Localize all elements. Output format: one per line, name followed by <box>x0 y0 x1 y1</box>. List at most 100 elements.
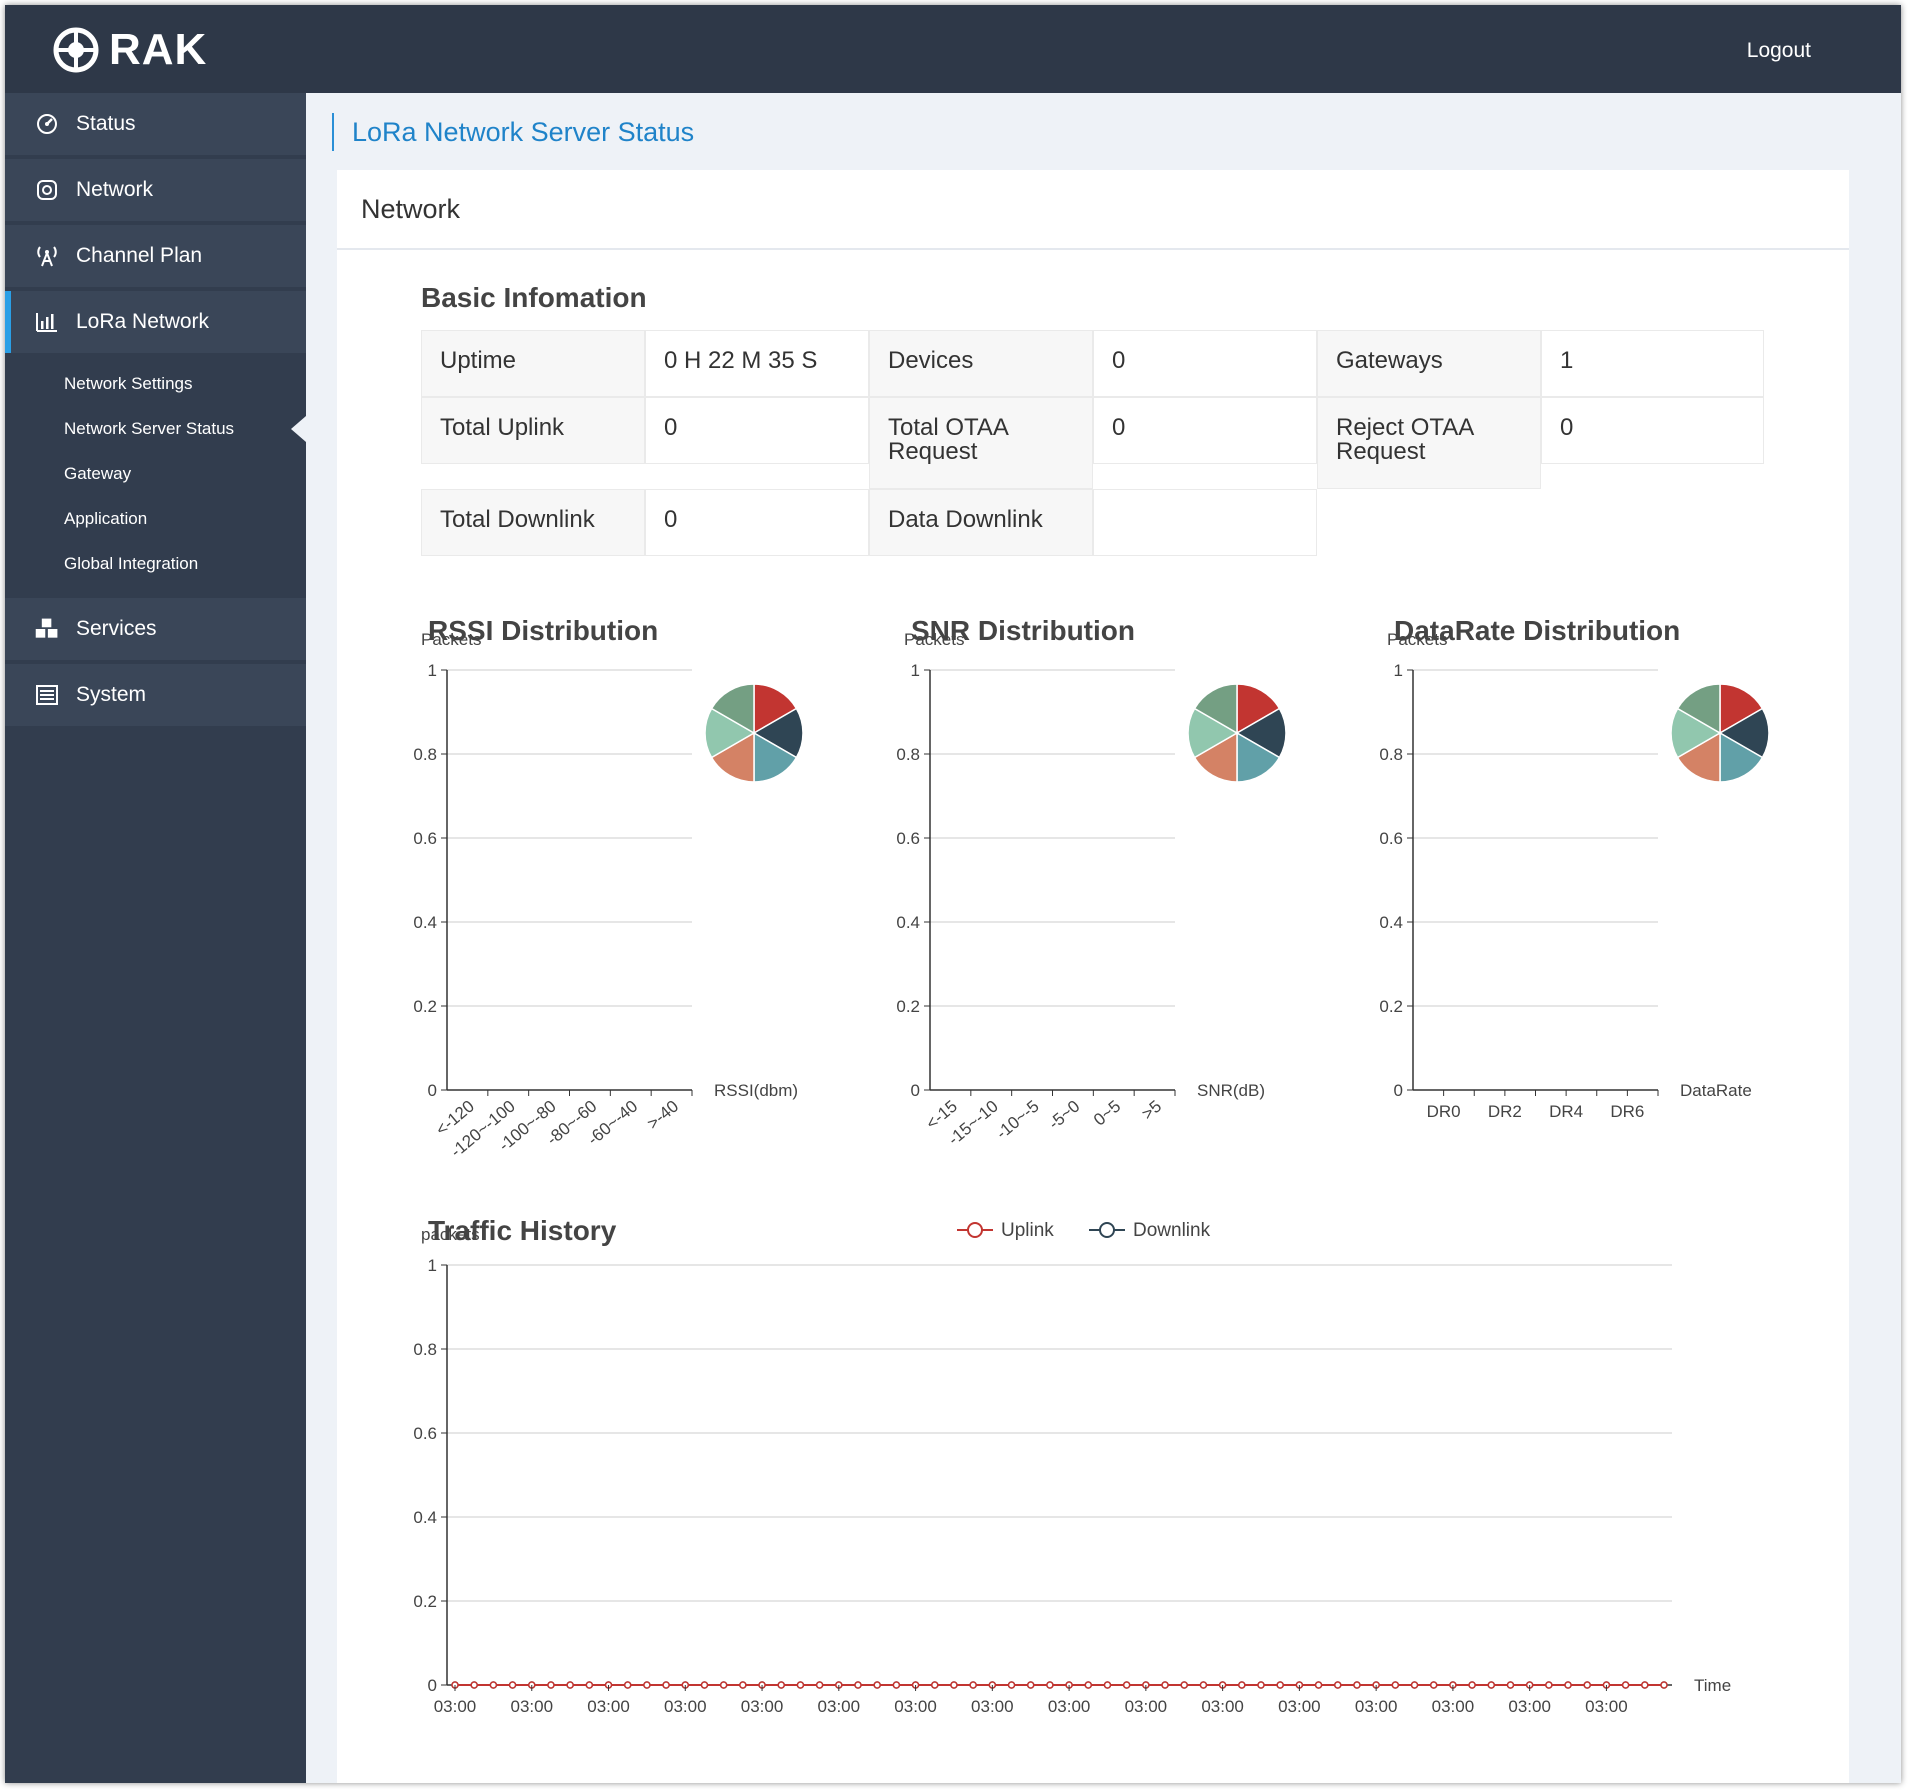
x-axis-label: DataRate <box>1680 1081 1752 1100</box>
x-tick-label: -5~0 <box>1045 1097 1084 1134</box>
series-point <box>1429 1681 1438 1689</box>
gauge-icon <box>34 111 60 137</box>
sidebar-item-system[interactable]: System <box>5 664 306 726</box>
series-point <box>969 1681 977 1689</box>
uptime-label: Uptime <box>421 330 645 397</box>
series-point <box>777 1681 785 1689</box>
x-tick-label: 03:00 <box>664 1697 707 1716</box>
x-tick-label: 03:00 <box>894 1697 937 1716</box>
rak-logo[interactable]: RAK <box>51 25 207 75</box>
pie-slice <box>1187 707 1239 759</box>
legend-marker <box>967 1222 983 1238</box>
x-axis-label: SNR(dB) <box>1197 1081 1265 1100</box>
x-tick-label: 03:00 <box>741 1697 784 1716</box>
sidebar-item-label: Status <box>76 112 136 135</box>
series-point <box>1487 1681 1496 1689</box>
series-point <box>1334 1681 1342 1689</box>
series-point <box>1257 1681 1265 1689</box>
antenna-icon <box>34 243 60 269</box>
x-tick-label: 03:00 <box>434 1697 477 1716</box>
y-tick-label: 0.4 <box>1379 913 1403 932</box>
series-point <box>892 1681 901 1689</box>
series-point <box>662 1681 670 1689</box>
sidebar-item-network[interactable]: Network <box>5 159 306 221</box>
y-tick-label: 0.6 <box>413 1424 437 1443</box>
sidebar-item-services[interactable]: Services <box>5 598 306 660</box>
total-downlink-value: 0 <box>645 489 869 556</box>
sidebar-subitem-network-settings[interactable]: Network Settings <box>64 374 193 393</box>
legend-marker <box>1099 1222 1115 1238</box>
snr-chart-title: SNR Distribution <box>911 615 1135 646</box>
data-downlink-value <box>1093 489 1317 556</box>
series-point <box>950 1681 958 1689</box>
sidebar-subitem-network-server-status[interactable]: Network Server Status <box>5 406 306 451</box>
series-point <box>1564 1681 1572 1689</box>
series-point <box>1660 1681 1668 1689</box>
x-tick-label: 03:00 <box>587 1697 630 1716</box>
pie-slice <box>1670 707 1722 759</box>
traffic-history-chart: packets 0 0.2 0.4 0.6 0.8 1 03:00 03:00 03:00 03:0… <box>413 1225 1731 1716</box>
series-point <box>1621 1681 1630 1689</box>
series-point <box>719 1681 728 1689</box>
series-point <box>700 1681 709 1689</box>
sidebar-subitem-application[interactable]: Application <box>64 509 148 528</box>
x-tick-label: 03:00 <box>1585 1697 1628 1716</box>
pie-slice <box>704 707 756 759</box>
traffic-chart-title: Traffic History <box>428 1215 617 1246</box>
sidebar: Status Network Channel Plan LoRa Network… <box>5 93 306 1783</box>
cubes-icon <box>34 616 60 642</box>
pie-slice <box>752 707 804 759</box>
logout-link[interactable]: Logout <box>1746 39 1811 62</box>
sidebar-item-label: LoRa Network <box>76 310 210 333</box>
pie-slice <box>1193 731 1238 783</box>
x-tick-label: 03:00 <box>1278 1697 1321 1716</box>
sidebar-item-lora-network[interactable]: LoRa Network <box>5 291 306 353</box>
pie-slice <box>1236 731 1281 783</box>
series-point <box>1545 1681 1553 1689</box>
gateways-label: Gateways <box>1317 330 1541 397</box>
sidebar-item-label: Channel Plan <box>76 244 203 267</box>
series-point <box>1391 1681 1400 1689</box>
globe-icon <box>34 177 60 203</box>
y-tick-label: 1 <box>911 661 920 680</box>
x-axis-label: RSSI(dbm) <box>714 1081 798 1100</box>
pie-slice <box>1719 683 1764 735</box>
y-axis-label: Packets <box>904 630 964 649</box>
y-tick-label: 0 <box>428 1081 437 1100</box>
y-tick-label: 0 <box>911 1081 920 1100</box>
list-icon <box>34 682 60 708</box>
x-tick-label: 03:00 <box>971 1697 1014 1716</box>
rssi-distribution-chart: Packets00.20.40.60.81<-120-120~-100-100~… <box>413 630 804 1161</box>
x-tick-label: 0~5 <box>1090 1097 1124 1130</box>
pie-slice <box>753 683 798 735</box>
pie-slice <box>753 731 798 783</box>
lora-network-submenu: Network Settings Network Server Status G… <box>5 357 306 594</box>
x-tick-label: DR4 <box>1549 1102 1583 1121</box>
series-point <box>643 1681 651 1689</box>
reject-otaa-value: 0 <box>1541 397 1764 464</box>
y-axis-label: Packets <box>421 630 481 649</box>
sidebar-item-channel-plan[interactable]: Channel Plan <box>5 225 306 287</box>
series-point <box>1122 1681 1131 1689</box>
y-tick-label: 0 <box>1394 1081 1403 1100</box>
y-tick-label: 1 <box>1394 661 1403 680</box>
total-uplink-label: Total Uplink <box>421 397 645 464</box>
x-tick-label: >5 <box>1138 1097 1165 1124</box>
sidebar-item-status[interactable]: Status <box>5 93 306 155</box>
series-point <box>1007 1681 1016 1689</box>
brand-name: RAK <box>109 25 208 74</box>
y-tick-label: 0.4 <box>896 913 920 932</box>
pie-slice <box>1719 731 1764 783</box>
y-tick-label: 1 <box>428 661 437 680</box>
y-tick-label: 0.2 <box>896 997 920 1016</box>
devices-label: Devices <box>869 330 1093 397</box>
sidebar-subitem-global-integration[interactable]: Global Integration <box>64 554 199 573</box>
sidebar-subitem-gateway[interactable]: Gateway <box>64 464 132 483</box>
y-tick-label: 0.6 <box>1379 829 1403 848</box>
network-panel: Network Basic Infomation Uptime 0 H 22 M… <box>337 170 1849 1783</box>
x-tick-label: 03:00 <box>1048 1697 1091 1716</box>
pie-slice <box>1676 683 1721 735</box>
series-point <box>1103 1681 1112 1689</box>
pie-slice <box>1236 683 1281 735</box>
